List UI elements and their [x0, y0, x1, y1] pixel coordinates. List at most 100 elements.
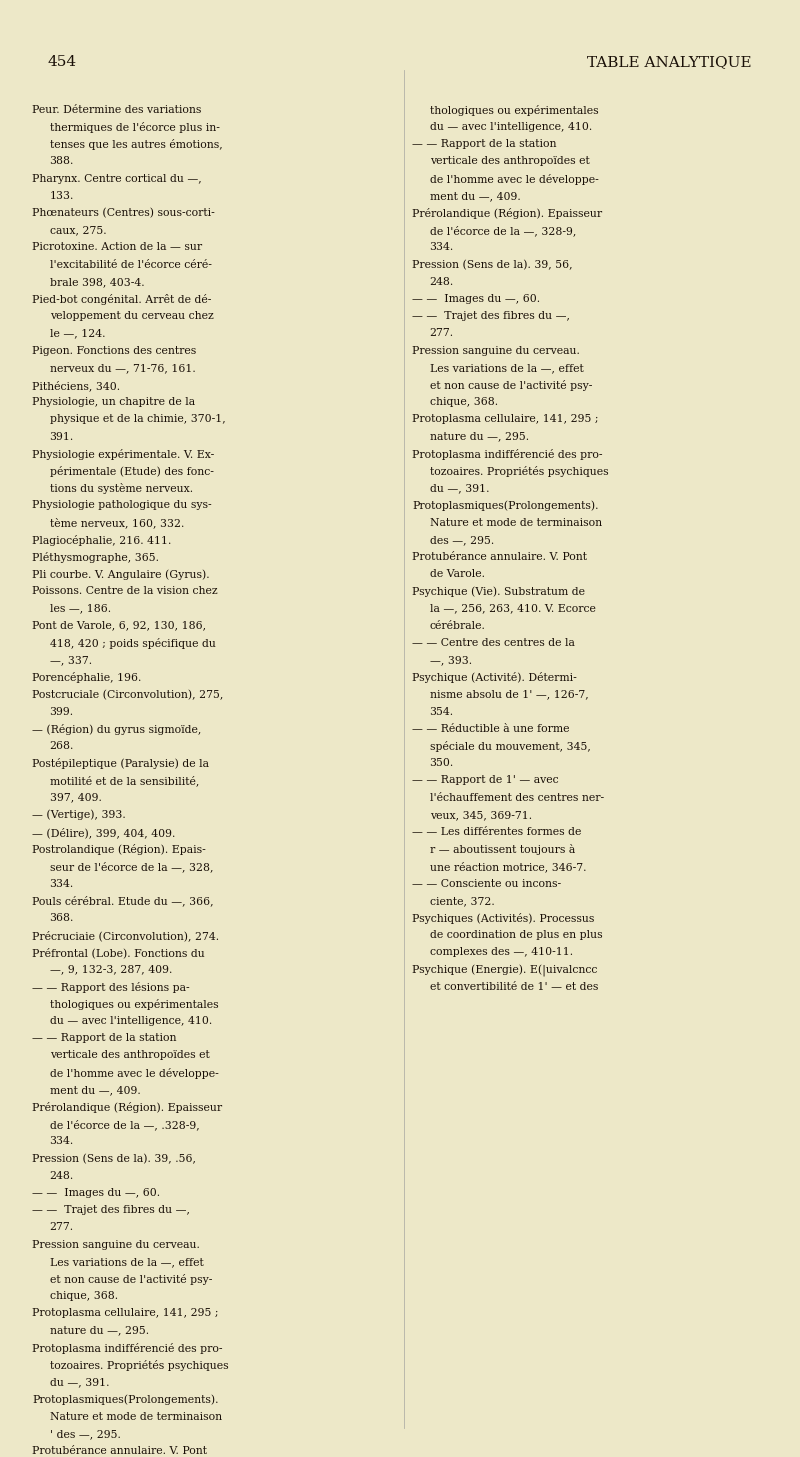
Text: Plagiocéphalie, 216. 411.: Plagiocéphalie, 216. 411.: [32, 535, 171, 546]
Text: et non cause de l'activité psy-: et non cause de l'activité psy-: [430, 380, 592, 390]
Text: — — Rapport de la station: — — Rapport de la station: [32, 1033, 177, 1043]
Text: Protubérance annulaire. V. Pont: Protubérance annulaire. V. Pont: [32, 1445, 207, 1456]
Text: les —, 186.: les —, 186.: [50, 603, 110, 613]
Text: thologiques ou expérimentales: thologiques ou expérimentales: [430, 105, 598, 117]
Text: verticale des anthropoïdes et: verticale des anthropoïdes et: [430, 156, 590, 166]
Text: —, 337.: —, 337.: [50, 656, 92, 664]
Text: veloppement du cerveau chez: veloppement du cerveau chez: [50, 312, 214, 321]
Text: — (Vertige), 393.: — (Vertige), 393.: [32, 810, 126, 820]
Text: nature du —, 295.: nature du —, 295.: [50, 1326, 149, 1336]
Text: de l'homme avec le développe-: de l'homme avec le développe-: [50, 1068, 218, 1078]
Text: Postcruciale (Circonvolution), 275,: Postcruciale (Circonvolution), 275,: [32, 689, 223, 699]
Text: du — avec l'intelligence, 410.: du — avec l'intelligence, 410.: [50, 1016, 212, 1026]
Text: r — aboutissent toujours à: r — aboutissent toujours à: [430, 844, 575, 855]
Text: verticale des anthropoïdes et: verticale des anthropoïdes et: [50, 1050, 210, 1061]
Text: et convertibilité de 1' — et des: et convertibilité de 1' — et des: [430, 982, 598, 992]
Text: périmentale (Etude) des fonc-: périmentale (Etude) des fonc-: [50, 466, 214, 476]
Text: 334.: 334.: [430, 242, 454, 252]
Text: Physiologie, un chapitre de la: Physiologie, un chapitre de la: [32, 398, 195, 407]
Text: — —  Images du —, 60.: — — Images du —, 60.: [32, 1187, 160, 1198]
Text: Picrotoxine. Action de la — sur: Picrotoxine. Action de la — sur: [32, 242, 202, 252]
Text: Phœnateurs (Centres) sous-corti-: Phœnateurs (Centres) sous-corti-: [32, 208, 214, 219]
Text: 399.: 399.: [50, 707, 74, 717]
Text: Pigeon. Fonctions des centres: Pigeon. Fonctions des centres: [32, 345, 196, 356]
Text: de l'homme avec le développe-: de l'homme avec le développe-: [430, 173, 598, 185]
Text: tenses que les autres émotions,: tenses que les autres émotions,: [50, 140, 222, 150]
Text: 268.: 268.: [50, 742, 74, 750]
Text: l'échauffement des centres ner-: l'échauffement des centres ner-: [430, 793, 604, 803]
Text: Protoplasma cellulaire, 141, 295 ;: Protoplasma cellulaire, 141, 295 ;: [412, 414, 598, 424]
Text: spéciale du mouvement, 345,: spéciale du mouvement, 345,: [430, 742, 590, 752]
Text: 334.: 334.: [50, 1136, 74, 1147]
Text: Protoplasmiques(Prolongements).: Protoplasmiques(Prolongements).: [32, 1394, 218, 1405]
Text: Porencéphalie, 196.: Porencéphalie, 196.: [32, 672, 142, 683]
Text: ment du —, 409.: ment du —, 409.: [50, 1085, 140, 1094]
Text: Pied-bot congénital. Arrêt de dé-: Pied-bot congénital. Arrêt de dé-: [32, 294, 211, 305]
Text: des —, 295.: des —, 295.: [430, 535, 494, 545]
Text: Pharynx. Centre cortical du —,: Pharynx. Centre cortical du —,: [32, 173, 202, 184]
Text: —, 9, 132-3, 287, 409.: —, 9, 132-3, 287, 409.: [50, 965, 172, 975]
Text: Protoplasma indifférencié des pro-: Protoplasma indifférencié des pro-: [412, 449, 602, 460]
Text: la —, 256, 263, 410. V. Ecorce: la —, 256, 263, 410. V. Ecorce: [430, 603, 595, 613]
Text: l'excitabilité de l'écorce céré-: l'excitabilité de l'écorce céré-: [50, 259, 211, 270]
Text: ment du —, 409.: ment du —, 409.: [430, 191, 520, 201]
Text: Psychique (Vie). Substratum de: Psychique (Vie). Substratum de: [412, 586, 585, 597]
Text: Protoplasma indifférencié des pro-: Protoplasma indifférencié des pro-: [32, 1343, 222, 1354]
Text: Prérolandique (Région). Epaisseur: Prérolandique (Région). Epaisseur: [32, 1101, 222, 1113]
Text: Précruciaie (Circonvolution), 274.: Précruciaie (Circonvolution), 274.: [32, 930, 219, 941]
Text: Pont de Varole, 6, 92, 130, 186,: Pont de Varole, 6, 92, 130, 186,: [32, 621, 206, 631]
Text: — (Région) du gyrus sigmoïde,: — (Région) du gyrus sigmoïde,: [32, 724, 202, 734]
Text: complexes des —, 410-11.: complexes des —, 410-11.: [430, 947, 573, 957]
Text: Prérolandique (Région). Epaisseur: Prérolandique (Région). Epaisseur: [412, 208, 602, 219]
Text: chique, 368.: chique, 368.: [50, 1291, 118, 1301]
Text: — — Consciente ou incons-: — — Consciente ou incons-: [412, 879, 561, 889]
Text: de l'écorce de la —, 328-9,: de l'écorce de la —, 328-9,: [430, 226, 576, 236]
Text: Peur. Détermine des variations: Peur. Détermine des variations: [32, 105, 202, 115]
Text: Pli courbe. V. Angulaire (Gyrus).: Pli courbe. V. Angulaire (Gyrus).: [32, 570, 210, 580]
Text: Physiologie expérimentale. V. Ex-: Physiologie expérimentale. V. Ex-: [32, 449, 214, 460]
Text: Pression sanguine du cerveau.: Pression sanguine du cerveau.: [32, 1240, 200, 1250]
Text: 334.: 334.: [50, 879, 74, 889]
Text: Pression sanguine du cerveau.: Pression sanguine du cerveau.: [412, 345, 580, 356]
Text: tozoaires. Propriétés psychiques: tozoaires. Propriétés psychiques: [50, 1359, 228, 1371]
Text: Pression (Sens de la). 39, .56,: Pression (Sens de la). 39, .56,: [32, 1154, 196, 1164]
Text: — (Délire), 399, 404, 409.: — (Délire), 399, 404, 409.: [32, 828, 175, 838]
Text: Psychiques (Activités). Processus: Psychiques (Activités). Processus: [412, 914, 594, 924]
Text: 350.: 350.: [430, 758, 454, 768]
Text: Protoplasma cellulaire, 141, 295 ;: Protoplasma cellulaire, 141, 295 ;: [32, 1308, 218, 1319]
Text: tème nerveux, 160, 332.: tème nerveux, 160, 332.: [50, 517, 184, 529]
Text: et non cause de l'activité psy-: et non cause de l'activité psy-: [50, 1273, 212, 1285]
Text: du —, 391.: du —, 391.: [430, 484, 489, 492]
Text: motilité et de la sensibilité,: motilité et de la sensibilité,: [50, 775, 199, 787]
Text: Nature et mode de terminaison: Nature et mode de terminaison: [430, 517, 602, 527]
Text: Pression (Sens de la). 39, 56,: Pression (Sens de la). 39, 56,: [412, 259, 573, 270]
Text: — —  Trajet des fibres du —,: — — Trajet des fibres du —,: [32, 1205, 190, 1215]
Text: Pléthysmographe, 365.: Pléthysmographe, 365.: [32, 552, 159, 562]
Text: le —, 124.: le —, 124.: [50, 328, 105, 338]
Text: TABLE ANALYTIQUE: TABLE ANALYTIQUE: [587, 55, 752, 70]
Text: du — avec l'intelligence, 410.: du — avec l'intelligence, 410.: [430, 122, 592, 133]
Text: Postépileptique (Paralysie) de la: Postépileptique (Paralysie) de la: [32, 758, 209, 769]
Text: 248.: 248.: [50, 1171, 74, 1180]
Text: nisme absolu de 1' —, 126-7,: nisme absolu de 1' —, 126-7,: [430, 689, 588, 699]
Text: Pouls cérébral. Etude du —, 366,: Pouls cérébral. Etude du —, 366,: [32, 896, 214, 906]
Text: — — Centre des centres de la: — — Centre des centres de la: [412, 638, 575, 648]
Text: du —, 391.: du —, 391.: [50, 1377, 109, 1387]
Text: 277.: 277.: [430, 328, 454, 338]
Text: Protubérance annulaire. V. Pont: Protubérance annulaire. V. Pont: [412, 552, 587, 562]
Text: 418, 420 ; poids spécifique du: 418, 420 ; poids spécifique du: [50, 638, 215, 648]
Text: Postrolandique (Région). Epais-: Postrolandique (Région). Epais-: [32, 844, 206, 855]
Text: chique, 368.: chique, 368.: [430, 398, 498, 407]
Text: Poissons. Centre de la vision chez: Poissons. Centre de la vision chez: [32, 586, 218, 596]
Text: de l'écorce de la —, .328-9,: de l'écorce de la —, .328-9,: [50, 1119, 199, 1131]
Text: 397, 409.: 397, 409.: [50, 793, 102, 803]
Text: thologiques ou expérimentales: thologiques ou expérimentales: [50, 1000, 218, 1010]
Text: Les variations de la —, effet: Les variations de la —, effet: [50, 1257, 203, 1266]
Text: Psychique (Activité). Détermi-: Psychique (Activité). Détermi-: [412, 672, 577, 683]
Text: ' des —, 295.: ' des —, 295.: [50, 1429, 121, 1438]
Text: 388.: 388.: [50, 156, 74, 166]
Text: physique et de la chimie, 370-1,: physique et de la chimie, 370-1,: [50, 414, 226, 424]
Text: seur de l'écorce de la —, 328,: seur de l'écorce de la —, 328,: [50, 861, 213, 873]
Text: ciente, 372.: ciente, 372.: [430, 896, 494, 906]
Text: — — Rapport de la station: — — Rapport de la station: [412, 140, 557, 149]
